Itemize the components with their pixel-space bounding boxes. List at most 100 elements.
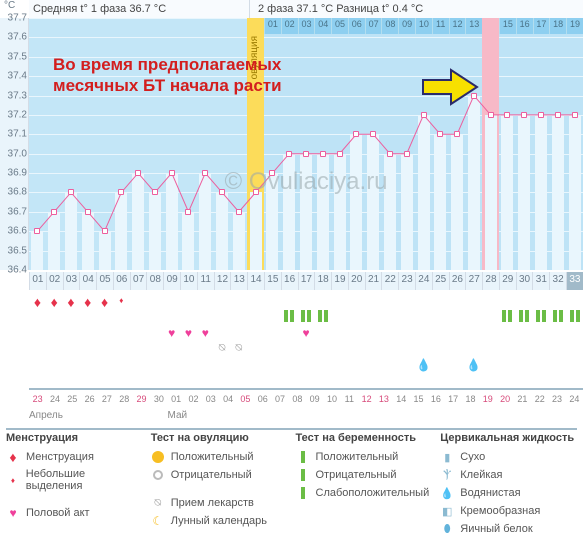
cycle-day[interactable]: 17: [298, 272, 315, 290]
pregtest-icon: [553, 310, 563, 322]
cycle-day[interactable]: 25: [432, 272, 449, 290]
temp-point: [34, 228, 40, 234]
menses-icon: ♦: [51, 294, 58, 310]
cycle-day[interactable]: 04: [79, 272, 96, 290]
cycle-day[interactable]: 30: [516, 272, 533, 290]
cycle-day[interactable]: 12: [214, 272, 231, 290]
temp-point: [521, 112, 527, 118]
sex-icon: ♥: [185, 326, 192, 340]
cycle-day[interactable]: 01: [29, 272, 46, 290]
temp-point: [437, 131, 443, 137]
cycle-day[interactable]: 14: [247, 272, 264, 290]
event-row: [29, 309, 583, 325]
cycle-day[interactable]: 33: [566, 272, 583, 290]
cycle-day[interactable]: 09: [163, 272, 180, 290]
y-tick-label: 37.3: [0, 90, 27, 101]
legend-col-pregtest: Тест на беременность Положительный Отриц…: [296, 432, 433, 540]
cycle-day[interactable]: 07: [130, 272, 147, 290]
cycle-day[interactable]: 24: [415, 272, 432, 290]
legend-item: ◧Кремообразная: [440, 504, 577, 518]
cycle-day[interactable]: 19: [331, 272, 348, 290]
sex-icon: ♥: [202, 326, 209, 340]
calendar-day: 16: [427, 394, 444, 409]
calendar-day: 30: [150, 394, 167, 409]
calendar-day: 29: [133, 394, 150, 409]
bar-green-icon: [301, 469, 305, 481]
cycle-day[interactable]: 02: [46, 272, 63, 290]
calendar-day: 27: [98, 394, 115, 409]
month-label: Май: [168, 410, 188, 424]
cycle-day[interactable]: 13: [230, 272, 247, 290]
pregtest-icon: [502, 310, 512, 322]
phase2-avg: 2 фаза 37.1 °C Разница t° 0.4 °C: [250, 3, 583, 15]
legend-item: ⬮Яичный белок: [440, 522, 577, 536]
cycle-day[interactable]: 29: [499, 272, 516, 290]
cycle-day[interactable]: 18: [314, 272, 331, 290]
cycle-day[interactable]: 27: [465, 272, 482, 290]
y-tick-label: 36.7: [0, 206, 27, 217]
legend-col-menses: Менструация ♦Менструация ♦Небольшие выде…: [6, 432, 143, 540]
calendar-day: 26: [81, 394, 98, 409]
calendar-day: 24: [46, 394, 63, 409]
legend-item: 💧Водянистая: [440, 486, 577, 500]
y-tick-label: 37.5: [0, 51, 27, 62]
calendar-day: 23: [29, 394, 46, 409]
temp-point: [488, 112, 494, 118]
cycle-day[interactable]: 20: [348, 272, 365, 290]
calendar-day: 07: [271, 394, 288, 409]
pregtest-icon: [536, 310, 546, 322]
cycle-day[interactable]: 11: [197, 272, 214, 290]
cycle-day[interactable]: 23: [398, 272, 415, 290]
temp-point: [370, 131, 376, 137]
temp-point: [320, 151, 326, 157]
calendar-day-axis: 2324252627282930010203040506070809101112…: [29, 394, 583, 409]
calendar-day: 13: [375, 394, 392, 409]
event-row: ♦♦♦♦♦♦: [29, 293, 583, 309]
cycle-day[interactable]: 15: [264, 272, 281, 290]
meds-icon: ⍉: [219, 342, 226, 355]
cycle-day[interactable]: 22: [381, 272, 398, 290]
cervical-icon: 💧: [466, 358, 481, 372]
calendar-day: 10: [323, 394, 340, 409]
temp-point: [118, 189, 124, 195]
legend-separator: [6, 428, 577, 430]
legend-item: ▮Сухо: [440, 450, 577, 464]
temp-point: [555, 112, 561, 118]
calendar-day: 12: [358, 394, 375, 409]
cycle-day[interactable]: 28: [482, 272, 499, 290]
legend-item: Слабоположительный: [296, 486, 433, 500]
calendar-day: 22: [531, 394, 548, 409]
cycle-day[interactable]: 31: [532, 272, 549, 290]
temp-point: [85, 209, 91, 215]
legend-item: Отрицательный: [151, 468, 288, 482]
bbt-chart: 01020304050607080910111213141516171819ов…: [29, 18, 583, 270]
calendar-day: 11: [341, 394, 358, 409]
event-row: 💧💧: [29, 357, 583, 373]
legend-col-cervical: Цервикальная жидкость ▮Сухо ⲮКлейкая 💧Во…: [440, 432, 577, 540]
month-labels: АпрельМай: [29, 410, 583, 424]
calendar-day: 09: [306, 394, 323, 409]
legend-item: Положительный: [296, 450, 433, 464]
y-tick-label: 36.5: [0, 245, 27, 256]
cycle-day[interactable]: 08: [146, 272, 163, 290]
calendar-day: 06: [254, 394, 271, 409]
event-row: ⍉⍉: [29, 341, 583, 357]
cycle-day[interactable]: 05: [96, 272, 113, 290]
calendar-day: 02: [185, 394, 202, 409]
meds-icon: ⍉: [236, 342, 243, 355]
chart-header: Средняя t° 1 фаза 36.7 °C 2 фаза 37.1 °C…: [29, 0, 583, 18]
pill-yellow-icon: [152, 451, 164, 463]
cycle-day[interactable]: 16: [281, 272, 298, 290]
cycle-day[interactable]: 21: [365, 272, 382, 290]
cycle-day[interactable]: 06: [113, 272, 130, 290]
cycle-day[interactable]: 10: [180, 272, 197, 290]
cycle-day[interactable]: 32: [549, 272, 566, 290]
legend-col-ovtest: Тест на овуляцию Положительный Отрицател…: [151, 432, 288, 540]
annotation-text: Во время предполагаемыхмесячных БТ начал…: [53, 54, 282, 97]
menses-icon: ♦: [34, 294, 41, 310]
calendar-day: 08: [289, 394, 306, 409]
cycle-day[interactable]: 03: [63, 272, 80, 290]
legend-item: Положительный: [151, 450, 288, 464]
cycle-day[interactable]: 26: [449, 272, 466, 290]
temp-point: [286, 151, 292, 157]
